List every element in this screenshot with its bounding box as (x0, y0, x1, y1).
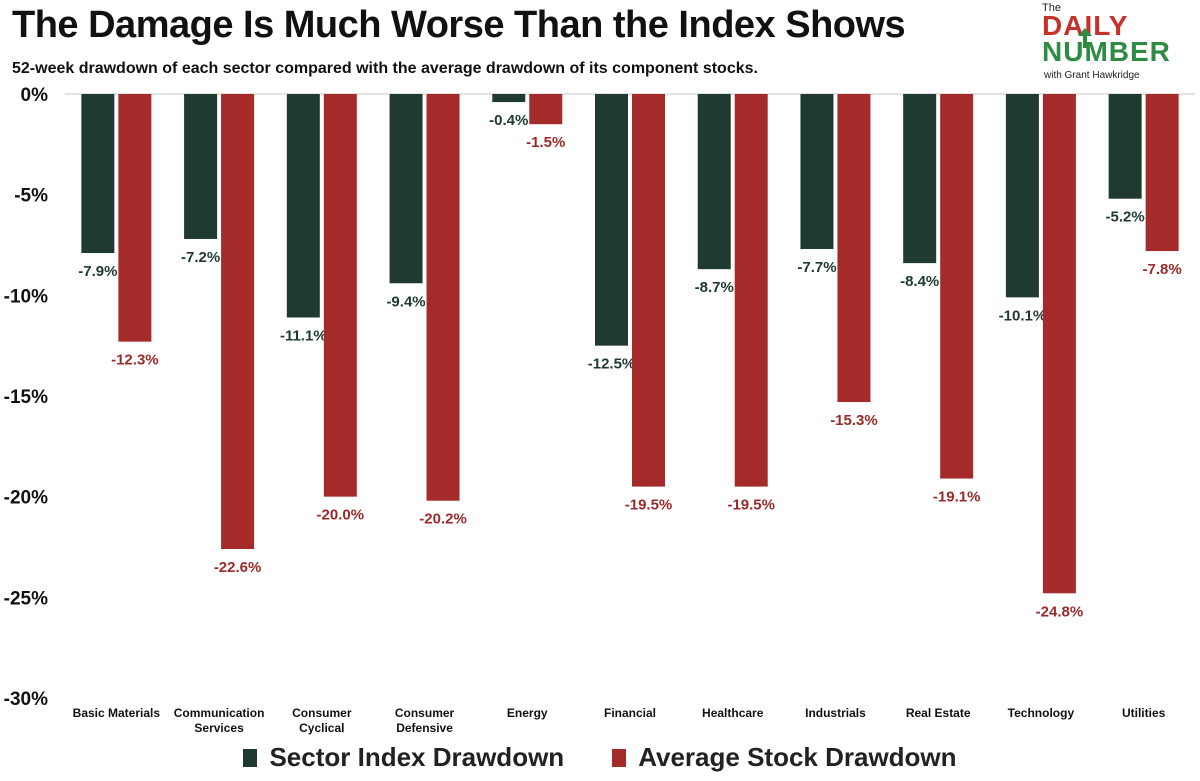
sector-index-bar (595, 94, 628, 346)
sector-index-bar (286, 94, 320, 318)
sector-index-bar (81, 94, 115, 254)
average-stock-data-label: -1.5% (526, 134, 565, 151)
average-stock-data-label: -19.5% (727, 497, 775, 514)
average-stock-data-label: -19.1% (933, 489, 981, 506)
average-stock-bar (529, 94, 563, 125)
sector-index-data-label: -12.5% (588, 356, 636, 373)
chart-legend: Sector Index Drawdown Average Stock Draw… (0, 742, 1200, 773)
average-stock-bar (837, 94, 871, 403)
legend-swatch-sector (243, 748, 258, 767)
y-tick-label: -25% (4, 588, 48, 609)
average-stock-data-label: -19.5% (625, 497, 673, 514)
sector-index-bar (1108, 94, 1142, 199)
x-tick-label: Cyclical (299, 721, 344, 735)
logo-arrow-icon (1078, 28, 1092, 48)
x-tick-label: Energy (507, 706, 548, 720)
y-tick-label: -10% (4, 286, 48, 307)
logo-the: The (1042, 2, 1061, 14)
average-stock-data-label: -20.2% (419, 511, 467, 528)
sector-index-data-label: -8.4% (900, 273, 939, 290)
average-stock-data-label: -15.3% (830, 412, 878, 429)
x-tick-label: Consumer (395, 706, 455, 720)
average-stock-bar (221, 94, 255, 550)
average-stock-bar (1042, 94, 1076, 594)
x-tick-label: Basic Materials (73, 706, 161, 720)
x-tick-label: Technology (1008, 706, 1075, 720)
y-tick-label: 0% (21, 85, 49, 106)
average-stock-bar (734, 94, 768, 487)
sector-index-data-label: -7.2% (181, 249, 220, 266)
sector-index-bar (903, 94, 937, 264)
sector-index-bar (492, 94, 526, 103)
average-stock-data-label: -7.8% (1143, 261, 1182, 278)
sector-index-bar (697, 94, 731, 270)
average-stock-data-label: -20.0% (317, 507, 365, 524)
sector-index-data-label: -10.1% (999, 307, 1047, 324)
logo-number: NUMBER (1042, 36, 1171, 67)
x-tick-label: Utilities (1122, 706, 1166, 720)
sector-index-data-label: -7.9% (78, 263, 117, 280)
x-tick-label: Defensive (396, 721, 453, 735)
brand-logo: The DAILY NUMBER with Grant Hawkridge (1040, 2, 1190, 82)
sector-index-bar (1005, 94, 1039, 298)
sector-index-data-label: -5.2% (1106, 209, 1145, 226)
logo-byline: with Grant Hawkridge (1044, 70, 1140, 81)
average-stock-bar (1145, 94, 1179, 252)
legend-swatch-stock (612, 748, 627, 767)
sector-index-bar (389, 94, 423, 284)
sector-index-data-label: -0.4% (489, 112, 528, 129)
legend-item-stock: Average Stock Drawdown (612, 742, 957, 773)
legend-item-sector: Sector Index Drawdown (243, 742, 564, 773)
average-stock-bar (118, 94, 152, 342)
y-tick-label: -15% (4, 387, 48, 408)
y-tick-label: -5% (14, 186, 48, 207)
sector-index-data-label: -9.4% (386, 293, 425, 310)
drawdown-chart: 0% -5% -10% -15% -20% -25% -30% -7.9% -12.3% Basi… (4, 85, 1195, 735)
chart-title: The Damage Is Much Worse Than the Index … (12, 4, 906, 46)
sector-index-data-label: -11.1% (280, 327, 327, 344)
sector-index-bar (800, 94, 834, 250)
average-stock-data-label: -12.3% (111, 352, 159, 369)
y-tick-label: -20% (4, 488, 48, 509)
sector-index-bar (184, 94, 218, 239)
average-stock-bar (632, 94, 665, 487)
average-stock-bar (940, 94, 974, 479)
legend-label-stock: Average Stock Drawdown (638, 742, 957, 772)
x-tick-label: Industrials (805, 706, 866, 720)
x-tick-label: Real Estate (906, 706, 971, 720)
x-tick-label: Consumer (292, 706, 352, 720)
chart-subtitle: 52-week drawdown of each sector compared… (12, 60, 758, 77)
x-tick-label: Healthcare (702, 706, 764, 720)
y-tick-label: -30% (4, 689, 48, 710)
sector-index-data-label: -8.7% (695, 279, 734, 296)
x-tick-label: Financial (604, 706, 656, 720)
average-stock-data-label: -22.6% (214, 559, 262, 576)
average-stock-bar (323, 94, 357, 497)
legend-label-sector: Sector Index Drawdown (269, 742, 565, 772)
average-stock-data-label: -24.8% (1036, 603, 1084, 620)
sector-index-data-label: -7.7% (797, 259, 836, 276)
x-tick-label: Communication (174, 706, 265, 720)
average-stock-bar (426, 94, 460, 501)
x-tick-label: Services (194, 721, 244, 735)
